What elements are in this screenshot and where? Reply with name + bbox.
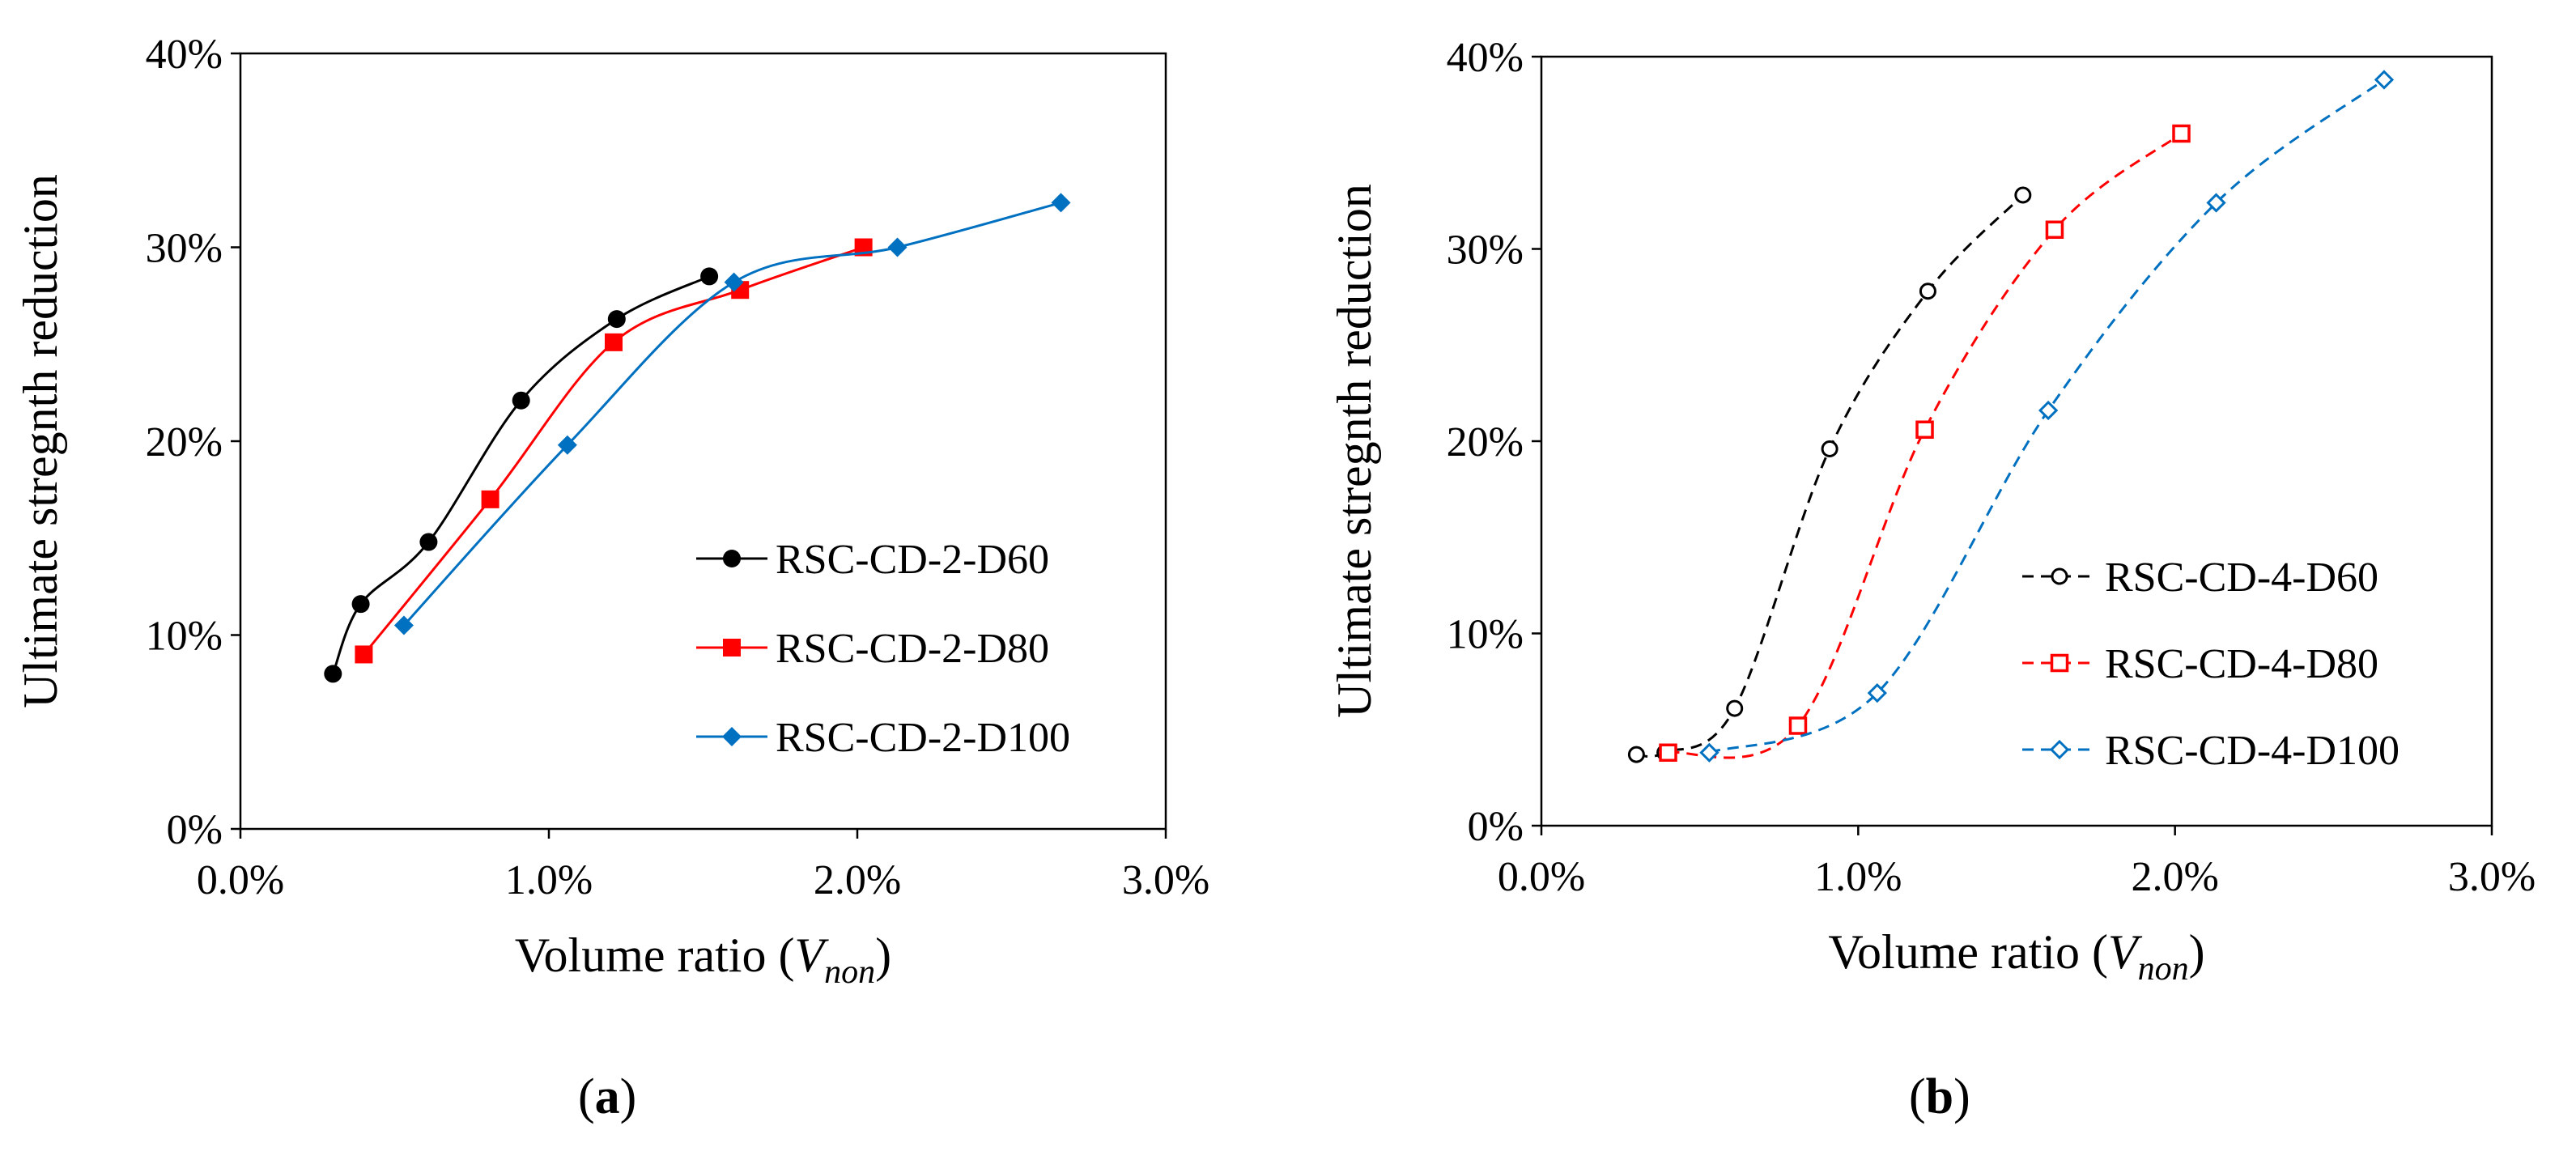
series-RSC-CD-4-D100 xyxy=(1699,70,2395,763)
data-point xyxy=(724,272,744,292)
panel-label-b: (b) xyxy=(1909,1069,1970,1124)
data-point xyxy=(2374,70,2395,90)
y-tick-label: 30% xyxy=(146,226,223,272)
y-tick-label: 0% xyxy=(1468,804,1524,850)
y-tick-label: 10% xyxy=(1447,612,1524,658)
legend-marker xyxy=(722,727,742,746)
panel-label-a: (a) xyxy=(578,1069,637,1124)
data-point xyxy=(324,665,342,683)
legend-entry: RSC-CD-2-D80 xyxy=(696,626,1049,672)
data-point xyxy=(512,391,530,410)
legend-entry: RSC-CD-2-D60 xyxy=(696,537,1049,583)
legend-entry: RSC-CD-4-D80 xyxy=(2022,641,2378,687)
data-point xyxy=(1919,283,1936,300)
plot-frame xyxy=(1540,55,2493,827)
series-RSC-CD-4-D80 xyxy=(1659,124,2191,762)
data-point xyxy=(2014,186,2032,204)
data-point xyxy=(1821,440,1838,457)
data-point xyxy=(607,310,626,329)
data-point xyxy=(1051,193,1071,213)
series-RSC-CD-2-D80 xyxy=(355,238,873,664)
x-tick-label: 0.0% xyxy=(1498,854,1585,900)
x-tick-label: 2.0% xyxy=(2132,854,2219,900)
series-RSC-CD-4-D60 xyxy=(1627,186,2032,763)
legend-label: RSC-CD-2-D100 xyxy=(776,715,1070,761)
series-line xyxy=(331,275,710,674)
data-point xyxy=(1627,746,1645,763)
y-tick-label: 30% xyxy=(1447,227,1524,274)
data-point xyxy=(355,645,373,664)
x-tick-label: 3.0% xyxy=(2448,854,2536,900)
data-point xyxy=(1659,743,1677,762)
data-point xyxy=(2206,193,2226,213)
data-point xyxy=(393,615,414,635)
x-tick-label: 3.0% xyxy=(1122,857,1209,903)
x-tick-label: 1.0% xyxy=(1814,854,1902,900)
legend-marker xyxy=(2051,567,2068,585)
series-RSC-CD-2-D60 xyxy=(324,267,719,683)
data-point xyxy=(2038,400,2059,421)
y-tick-label: 0% xyxy=(167,807,223,853)
y-tick-label: 20% xyxy=(1447,419,1524,465)
plot-frame xyxy=(239,52,1167,831)
x-tick-label: 0.0% xyxy=(197,857,284,903)
data-point xyxy=(700,267,719,286)
legend-entry: RSC-CD-4-D100 xyxy=(2022,728,2400,774)
y-axis-label: Ultimate stregnth reduction xyxy=(14,174,67,708)
data-point xyxy=(1699,742,1719,763)
data-point xyxy=(2045,220,2064,239)
x-axis-label: Volume ratio (Vnon) xyxy=(1828,925,2204,988)
data-point xyxy=(887,237,908,257)
data-point xyxy=(481,490,499,508)
legend-entry: RSC-CD-4-D60 xyxy=(2022,555,2378,601)
y-tick-label: 10% xyxy=(146,614,223,660)
legend-label: RSC-CD-4-D60 xyxy=(2105,555,2378,601)
series-RSC-CD-2-D100 xyxy=(393,193,1071,635)
data-point xyxy=(557,435,577,455)
legend-label: RSC-CD-2-D60 xyxy=(776,537,1049,583)
series-line xyxy=(402,201,1061,627)
legend-label: RSC-CD-4-D80 xyxy=(2105,641,2378,687)
legend-label: RSC-CD-4-D100 xyxy=(2105,728,2400,774)
data-point xyxy=(1867,683,1887,703)
chart-panel-a: 0% 10% 20% 30% 40% 0.0% 1.0% 2.0% 3.0% Volume rat… xyxy=(14,32,1209,991)
data-point xyxy=(2172,124,2191,143)
data-point xyxy=(351,595,370,614)
y-tick-label: 20% xyxy=(146,419,223,465)
legend-marker xyxy=(723,639,741,656)
y-tick-label: 40% xyxy=(146,32,223,78)
chart-panel-b: 0% 10% 20% 30% 40% 0.0% 1.0% 2.0% 3.0% Volume rat… xyxy=(1328,35,2536,988)
data-point xyxy=(1788,716,1808,735)
x-tick-label: 2.0% xyxy=(814,857,901,903)
series-line xyxy=(1636,193,2024,758)
x-tick-label: 1.0% xyxy=(505,857,593,903)
legend-marker xyxy=(2049,739,2070,760)
legend-marker xyxy=(723,550,741,567)
data-point xyxy=(1726,699,1744,717)
x-axis-label: Volume ratio (Vnon) xyxy=(515,928,891,991)
y-tick-label: 40% xyxy=(1447,35,1524,81)
y-axis-label: Ultimate stregnth reduction xyxy=(1328,184,1381,718)
legend-label: RSC-CD-2-D80 xyxy=(776,626,1049,672)
legend-marker xyxy=(2050,653,2069,673)
data-point xyxy=(1915,420,1934,439)
legend-entry: RSC-CD-2-D100 xyxy=(696,715,1070,761)
data-point xyxy=(605,333,623,351)
data-point xyxy=(419,533,438,551)
series-line xyxy=(363,246,865,656)
